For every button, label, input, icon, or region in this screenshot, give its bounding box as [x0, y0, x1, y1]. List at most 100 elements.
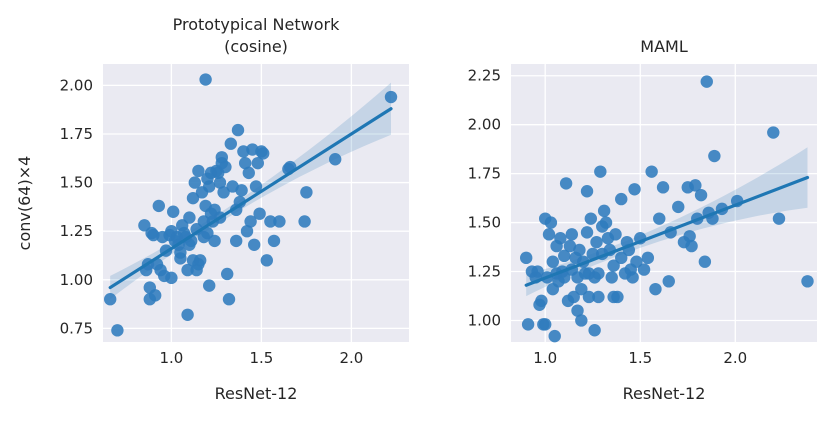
scatter-point	[689, 179, 702, 192]
scatter-point	[685, 239, 698, 253]
scatter-point	[597, 204, 611, 218]
scatter-point	[609, 228, 622, 241]
scatter-point	[249, 180, 263, 193]
x-axis-label: ResNet-12	[623, 384, 706, 403]
scatter-point	[645, 165, 658, 178]
scatter-point	[594, 165, 607, 178]
y-tick-label: 2.00	[60, 76, 93, 94]
scatter-point	[542, 228, 556, 241]
scatter-point	[563, 239, 577, 253]
scatter-point	[567, 290, 580, 304]
x-tick-label: 2.0	[723, 349, 747, 367]
scatter-point	[767, 126, 780, 139]
scatter-point	[590, 235, 603, 249]
scatter-point	[181, 308, 194, 321]
scatter-point	[208, 234, 221, 248]
scatter-point	[260, 254, 273, 267]
scatter-point	[708, 149, 721, 163]
y-tick-label: 1.00	[60, 271, 93, 289]
x-axis-label: ResNet-12	[215, 384, 298, 403]
y-tick-label: 1.50	[60, 174, 93, 192]
y-tick-label: 2.00	[468, 116, 501, 134]
scatter-point	[653, 212, 666, 225]
scatter-point	[165, 271, 178, 285]
x-tick-label: 1.0	[159, 349, 183, 367]
scatter-point	[592, 267, 605, 280]
y-tick-label: 1.25	[60, 222, 93, 240]
scatter-point	[240, 224, 254, 238]
scatter-point	[181, 263, 194, 277]
scatter-point	[626, 271, 639, 284]
scatter-point	[104, 293, 117, 306]
chart-title: Prototypical Network	[173, 15, 340, 34]
chart-title: MAML	[640, 37, 688, 56]
scatter-point	[531, 265, 544, 278]
regression-line	[108, 107, 393, 290]
scatter-point	[273, 215, 286, 228]
scatter-point	[630, 255, 643, 268]
scatter-point	[615, 251, 628, 265]
scatter-point	[573, 243, 586, 257]
panel-1: 1.0 1.5 2.0 0.75 1.00 1.25 1.50 1.75 2.00 Prototy…	[15, 15, 409, 403]
y-tick-label: 1.75	[468, 165, 501, 183]
scatter-point	[174, 246, 187, 259]
scatter-point	[138, 219, 151, 232]
scatter-point	[571, 304, 584, 317]
panel-2: 1.0 1.5 2.0 1.00 1.25 1.50 1.75 2.00 2.25 MAML Res…	[468, 37, 817, 403]
x-tick-label: 1.0	[533, 349, 557, 367]
scatter-point	[253, 207, 266, 220]
scatter-point	[683, 230, 696, 243]
scatter-point	[186, 191, 200, 205]
y-tick-label: 0.75	[60, 319, 93, 337]
scatter-point	[584, 212, 598, 225]
x-tick-label: 1.5	[249, 349, 273, 367]
scatter-point	[257, 147, 270, 160]
scatter-point	[607, 259, 620, 272]
scatter-point	[580, 226, 594, 239]
scatter-point	[575, 282, 588, 296]
scatter-point	[213, 176, 227, 189]
y-tick-label: 1.00	[468, 311, 501, 329]
scatter-point	[637, 263, 651, 276]
scatter-point	[662, 275, 675, 288]
scatter-point	[194, 254, 207, 267]
scatter-point	[580, 185, 594, 198]
scatter-point	[267, 234, 281, 248]
scatter-point	[329, 153, 342, 166]
scatter-point	[244, 215, 257, 228]
scatter-point	[592, 290, 605, 304]
scatter-point	[521, 318, 535, 331]
scatter-point	[615, 192, 628, 206]
scatter-point	[656, 181, 670, 194]
plot-background	[511, 64, 817, 342]
scatter-point	[264, 215, 277, 228]
y-axis-label: conv(64)×4	[15, 156, 34, 251]
scatter-point	[544, 216, 558, 229]
scatter-point	[554, 232, 567, 245]
scatter-point	[599, 216, 613, 229]
scatter-point	[700, 75, 713, 88]
scatter-point	[111, 324, 124, 337]
y-tick-label: 1.75	[60, 125, 93, 143]
scatter-point	[575, 314, 588, 327]
scatter-point	[582, 290, 596, 304]
y-tick-label: 2.25	[468, 67, 501, 85]
scatter-point	[698, 255, 712, 268]
scatter-point	[772, 212, 786, 225]
scatter-point	[641, 251, 655, 265]
scatter-point	[605, 271, 618, 284]
scatter-point	[217, 186, 230, 199]
scatter-point	[801, 275, 814, 288]
scatter-point	[694, 188, 708, 202]
scatter-point	[588, 324, 601, 337]
scatter-point	[203, 180, 216, 193]
scatter-point	[251, 156, 264, 170]
scatter-point	[649, 282, 662, 296]
y-tick-label: 1.50	[468, 214, 501, 232]
regression-line	[524, 175, 810, 287]
scatter-point	[565, 228, 579, 241]
scatter-point	[672, 200, 685, 214]
scatter-point	[520, 251, 533, 265]
